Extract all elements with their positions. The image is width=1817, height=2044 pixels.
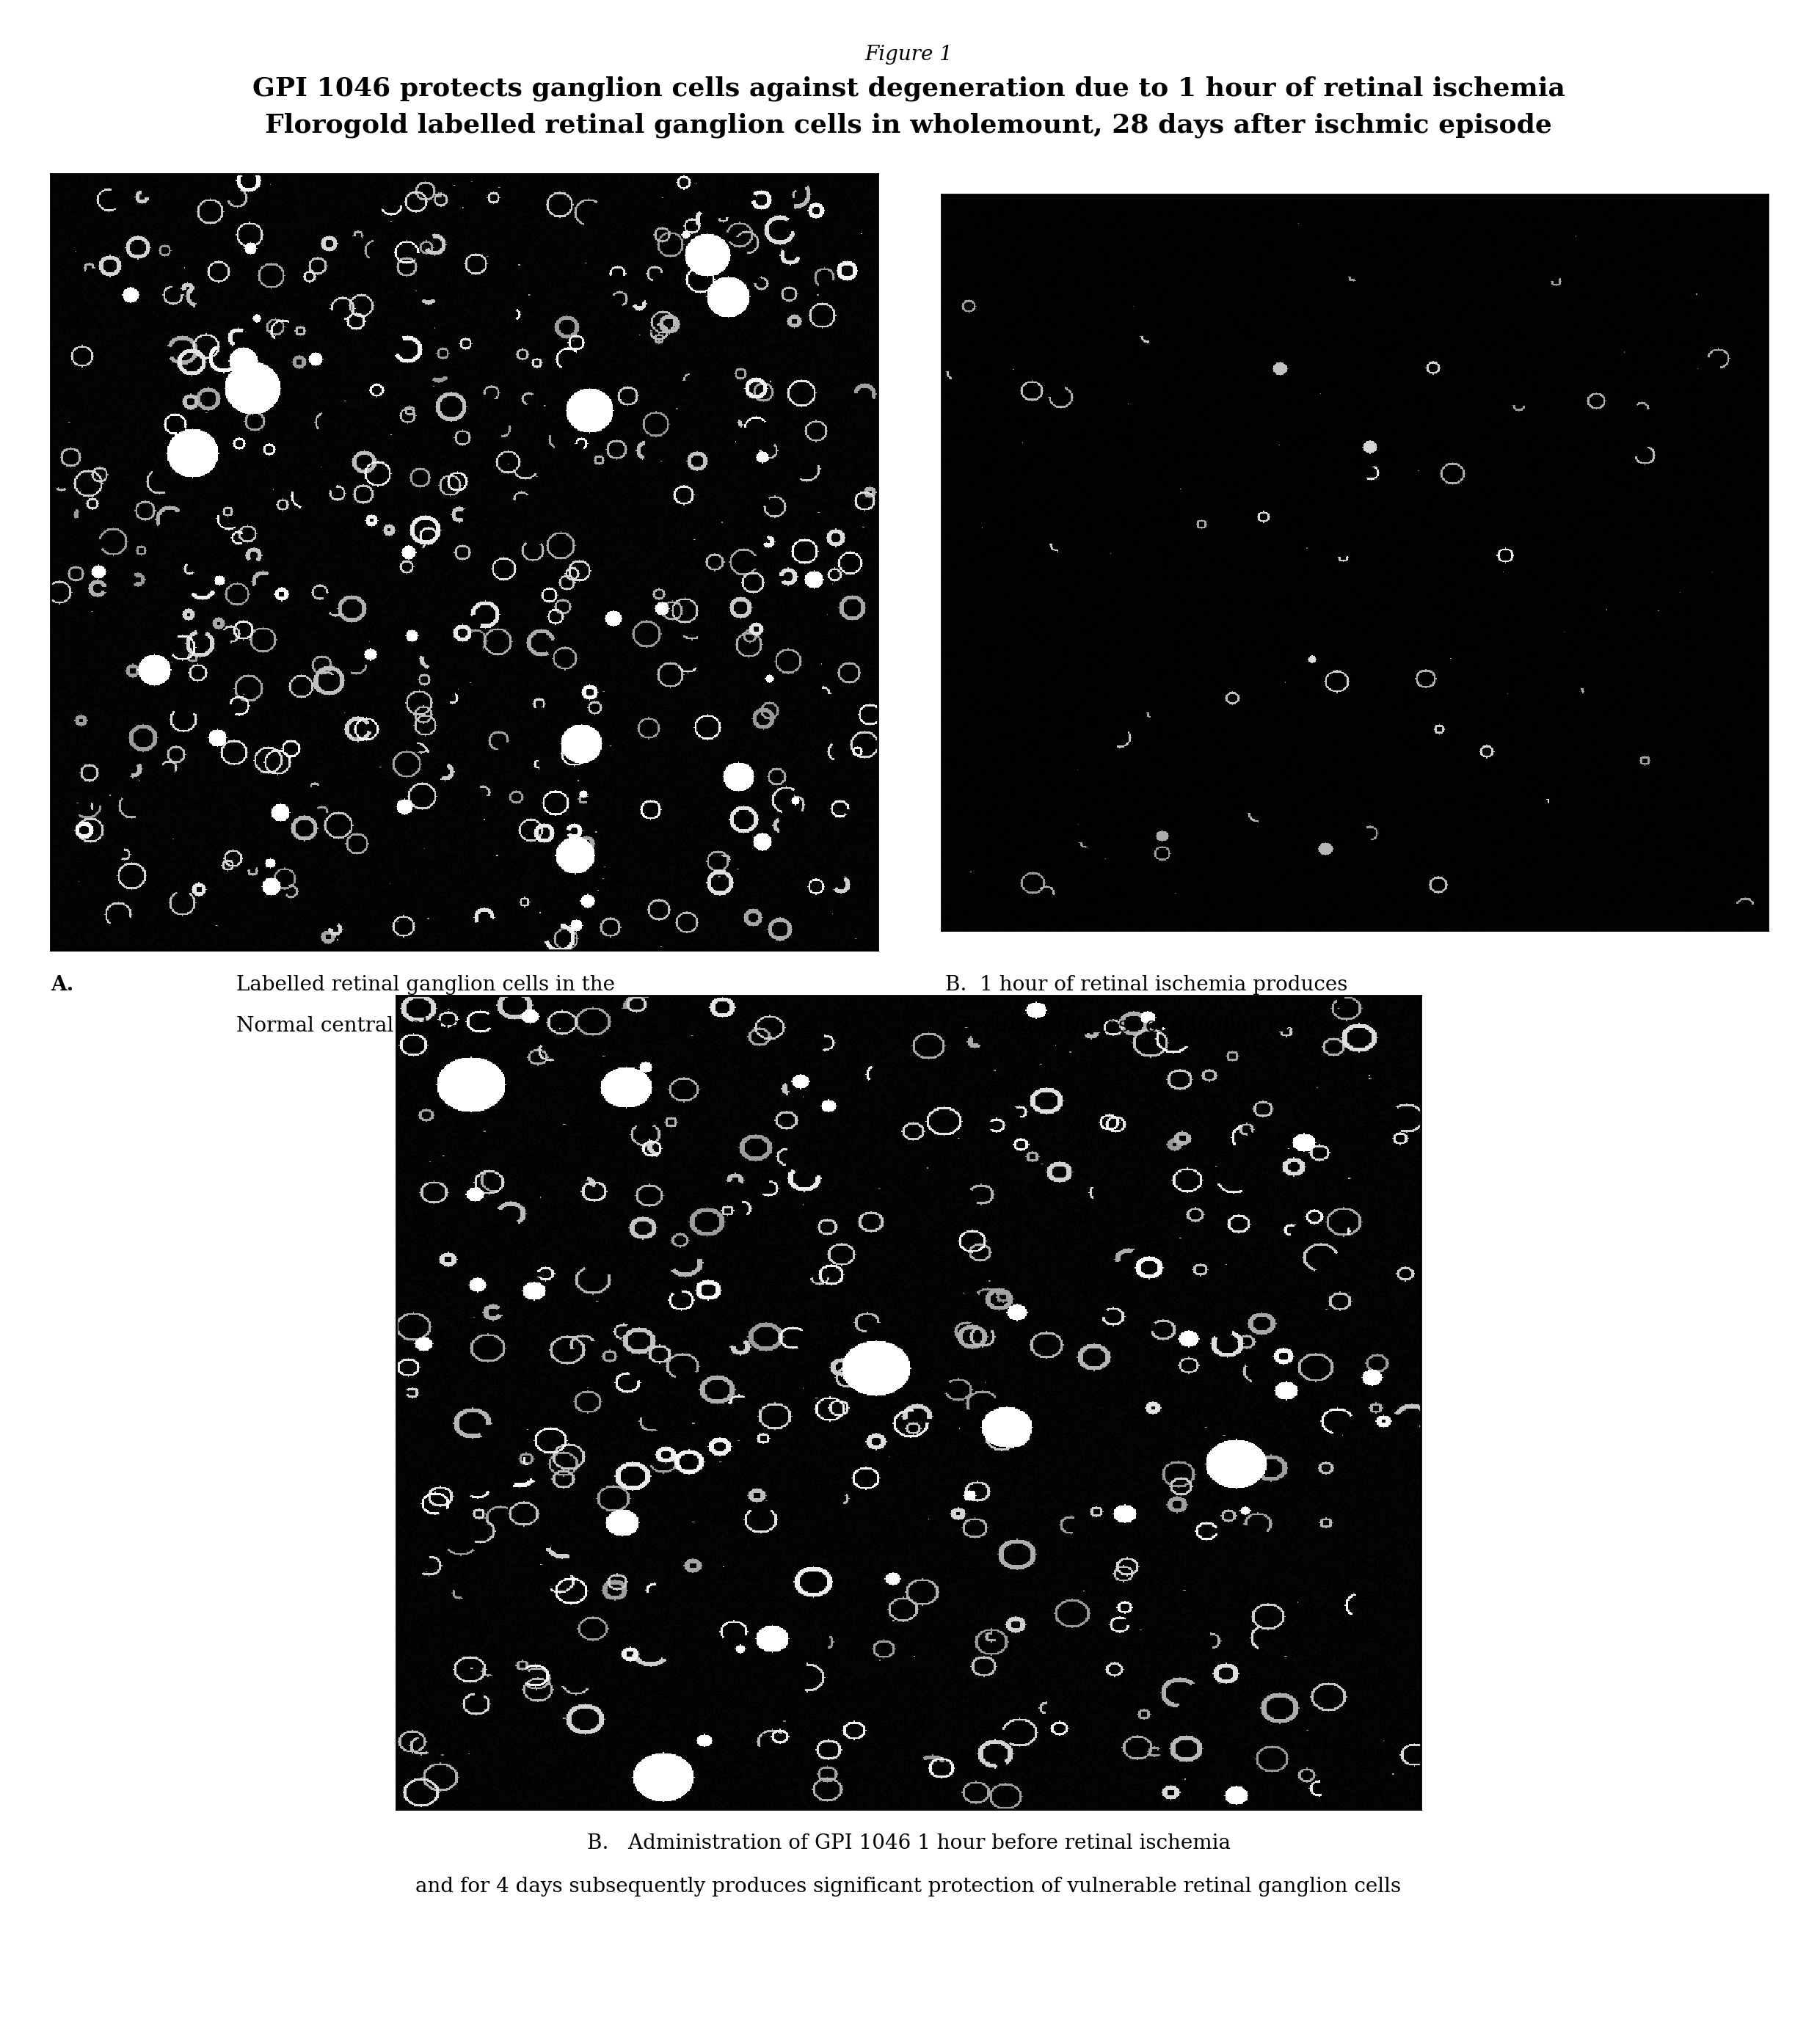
- Text: Figure 1: Figure 1: [865, 45, 952, 65]
- Text: A.: A.: [51, 975, 74, 995]
- Text: B.   Administration of GPI 1046 1 hour before retinal ischemia: B. Administration of GPI 1046 1 hour bef…: [587, 1833, 1230, 1854]
- Text: Normal central retina: Normal central retina: [236, 1016, 462, 1036]
- Text: Florogold labelled retinal ganglion cells in wholemount, 28 days after ischmic e: Florogold labelled retinal ganglion cell…: [265, 112, 1552, 137]
- Text: extensive loss of ganglion cells: extensive loss of ganglion cells: [996, 1016, 1316, 1036]
- Text: B.  1 hour of retinal ischemia produces: B. 1 hour of retinal ischemia produces: [945, 975, 1346, 995]
- Text: GPI 1046 protects ganglion cells against degeneration due to 1 hour of retinal i: GPI 1046 protects ganglion cells against…: [253, 76, 1564, 100]
- Text: and for 4 days subsequently produces significant protection of vulnerable retina: and for 4 days subsequently produces sig…: [416, 1876, 1401, 1897]
- Text: Labelled retinal ganglion cells in the: Labelled retinal ganglion cells in the: [236, 975, 614, 995]
